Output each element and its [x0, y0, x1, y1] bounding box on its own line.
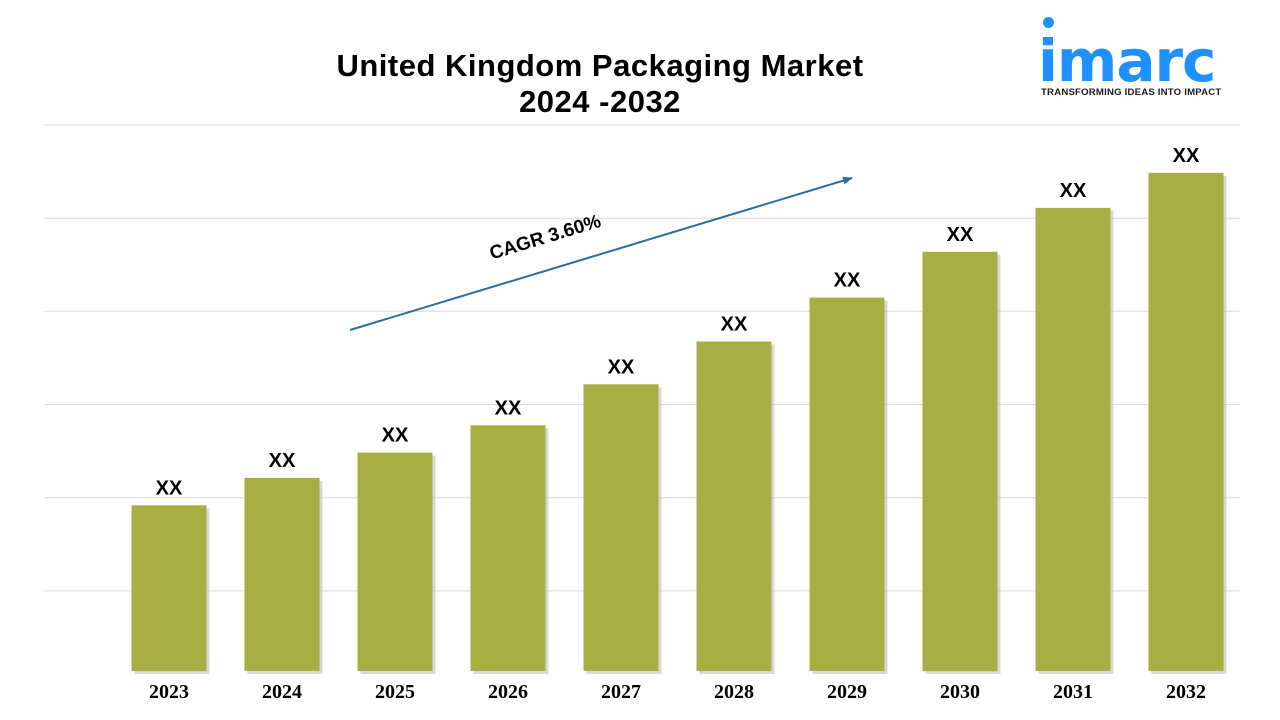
data-labels-group: XX XX XX XX XX XX XX XX XX XX — [156, 145, 1200, 499]
bars-group — [131, 172, 1227, 675]
x-tick-label: 2023 — [149, 681, 189, 703]
bar-2031 — [1035, 207, 1111, 671]
logo-dot-icon — [1043, 17, 1054, 28]
data-label: XX — [834, 270, 861, 292]
data-label: XX — [269, 450, 296, 472]
bar-2029 — [809, 297, 885, 671]
x-tick-label: 2025 — [375, 681, 415, 703]
bar-2024 — [244, 477, 320, 671]
data-label: XX — [156, 477, 183, 499]
cagr-arrow — [349, 176, 853, 331]
data-label: XX — [721, 314, 748, 336]
bar-2026 — [470, 425, 546, 671]
bar-2030 — [922, 251, 998, 672]
logo-wordmark: imarc — [1038, 27, 1216, 95]
bar-2023 — [131, 505, 207, 672]
x-tick-label: 2030 — [940, 681, 980, 703]
data-label: XX — [1173, 145, 1200, 167]
imarc-logo: imarc TRANSFORMING IDEAS INTO IMPACT — [1030, 14, 1240, 104]
chart-subtitle-line: 2024 -2032 — [519, 84, 681, 119]
data-label: XX — [495, 397, 522, 419]
x-tick-labels-group: 2023 2024 2025 2026 2027 2028 2029 2030 2031 2032 — [149, 681, 1206, 703]
x-tick-label: 2027 — [601, 681, 641, 703]
x-tick-label: 2029 — [827, 681, 867, 703]
x-tick-label: 2024 — [262, 681, 302, 703]
data-label: XX — [608, 356, 635, 378]
cagr-label: CAGR 3.60% — [487, 211, 603, 264]
x-tick-label: 2026 — [488, 681, 528, 703]
cagr-annotation: CAGR 3.60% — [349, 176, 853, 331]
bar-2027 — [583, 384, 659, 671]
bar-2032 — [1148, 172, 1224, 672]
data-label: XX — [947, 224, 974, 246]
bar-2025 — [357, 452, 433, 671]
x-tick-label: 2031 — [1053, 681, 1093, 703]
logo-tagline: TRANSFORMING IDEAS INTO IMPACT — [1041, 87, 1222, 98]
data-label: XX — [382, 425, 409, 447]
bar-2028 — [696, 341, 772, 671]
chart-title: United Kingdom Packaging Market 2024 -20… — [200, 48, 1000, 120]
x-tick-label: 2032 — [1166, 681, 1206, 703]
x-tick-label: 2028 — [714, 681, 754, 703]
chart-title-line: United Kingdom Packaging Market — [336, 48, 864, 83]
data-label: XX — [1060, 180, 1087, 202]
